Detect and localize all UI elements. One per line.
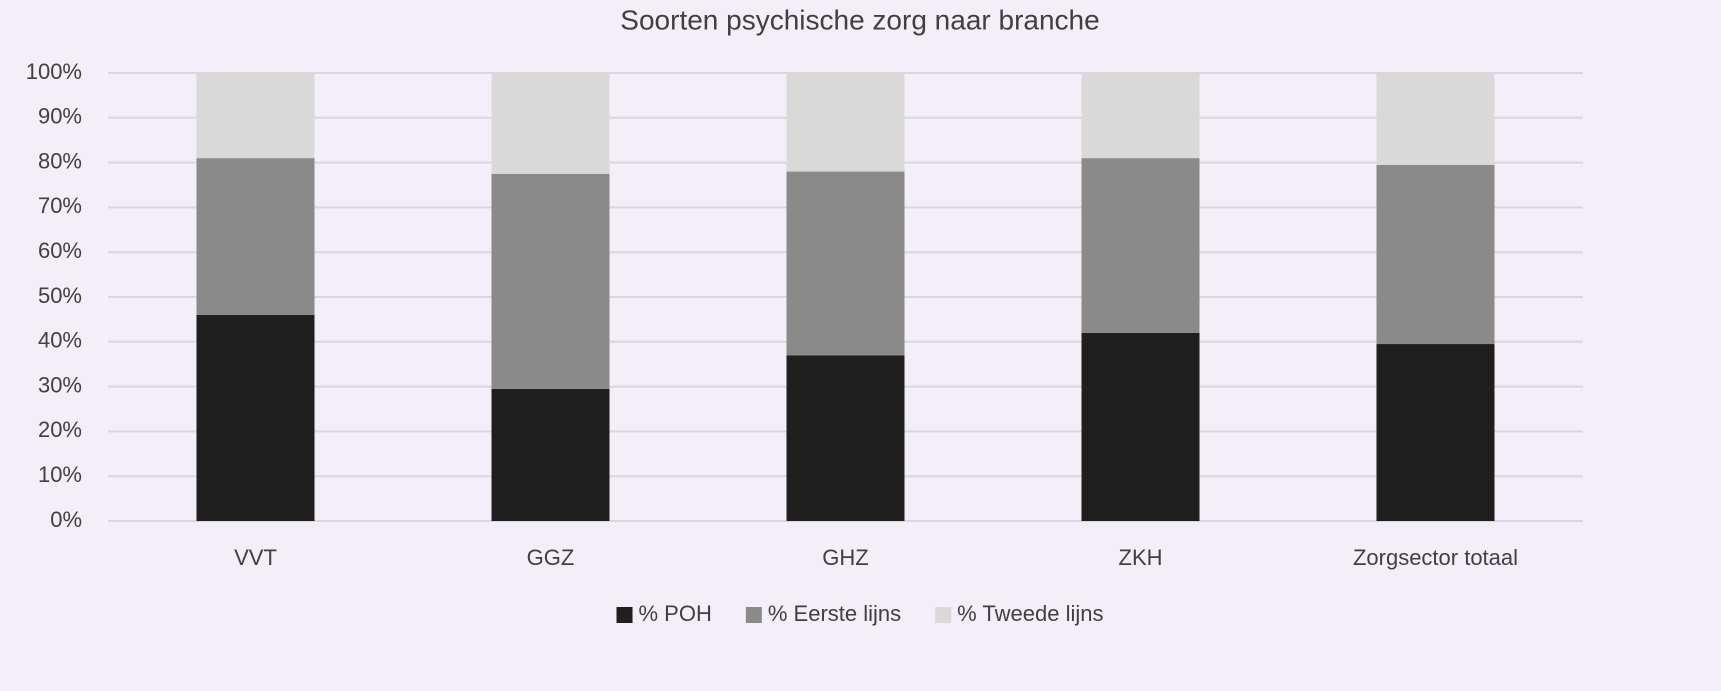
- bar-segment: [1081, 158, 1200, 333]
- y-tick-label: 100%: [26, 59, 82, 84]
- bar-segment: [491, 173, 610, 389]
- legend-label: % POH: [639, 601, 712, 626]
- y-tick-label: 10%: [38, 462, 82, 487]
- y-tick-label: 40%: [38, 328, 82, 353]
- x-tick-label: Zorgsector totaal: [1353, 545, 1518, 570]
- y-tick-label: 20%: [38, 417, 82, 442]
- y-tick-label: 30%: [38, 372, 82, 397]
- bar-segment: [1376, 164, 1495, 345]
- bar-segment: [1081, 73, 1200, 159]
- y-tick-label: 0%: [50, 507, 82, 532]
- x-tick-label: VVT: [234, 545, 277, 570]
- bar-segment: [1376, 344, 1495, 521]
- bar-segment: [491, 73, 610, 174]
- y-tick-label: 90%: [38, 104, 82, 129]
- bar-segment: [786, 355, 905, 521]
- x-tick-label: ZKH: [1119, 545, 1163, 570]
- legend-label: % Eerste lijns: [768, 601, 901, 626]
- bar-segment: [196, 73, 315, 159]
- legend-swatch: [745, 607, 762, 623]
- bar-segment: [1081, 332, 1200, 521]
- bar-segment: [786, 171, 905, 356]
- bar-segment: [1376, 73, 1495, 165]
- y-tick-label: 70%: [38, 193, 82, 218]
- bar-segment: [786, 73, 905, 172]
- legend-label: % Tweede lijns: [957, 601, 1103, 626]
- bar-segment: [491, 388, 610, 521]
- legend-swatch: [935, 607, 952, 623]
- bar-segment: [196, 314, 315, 521]
- bar-segment: [196, 158, 315, 315]
- legend-swatch: [616, 607, 633, 623]
- x-tick-label: GHZ: [822, 545, 868, 570]
- y-tick-label: 80%: [38, 148, 82, 173]
- y-tick-label: 60%: [38, 238, 82, 263]
- x-tick-label: GGZ: [527, 545, 575, 570]
- chart-title: Soorten psychische zorg naar branche: [620, 4, 1099, 35]
- y-tick-label: 50%: [38, 283, 82, 308]
